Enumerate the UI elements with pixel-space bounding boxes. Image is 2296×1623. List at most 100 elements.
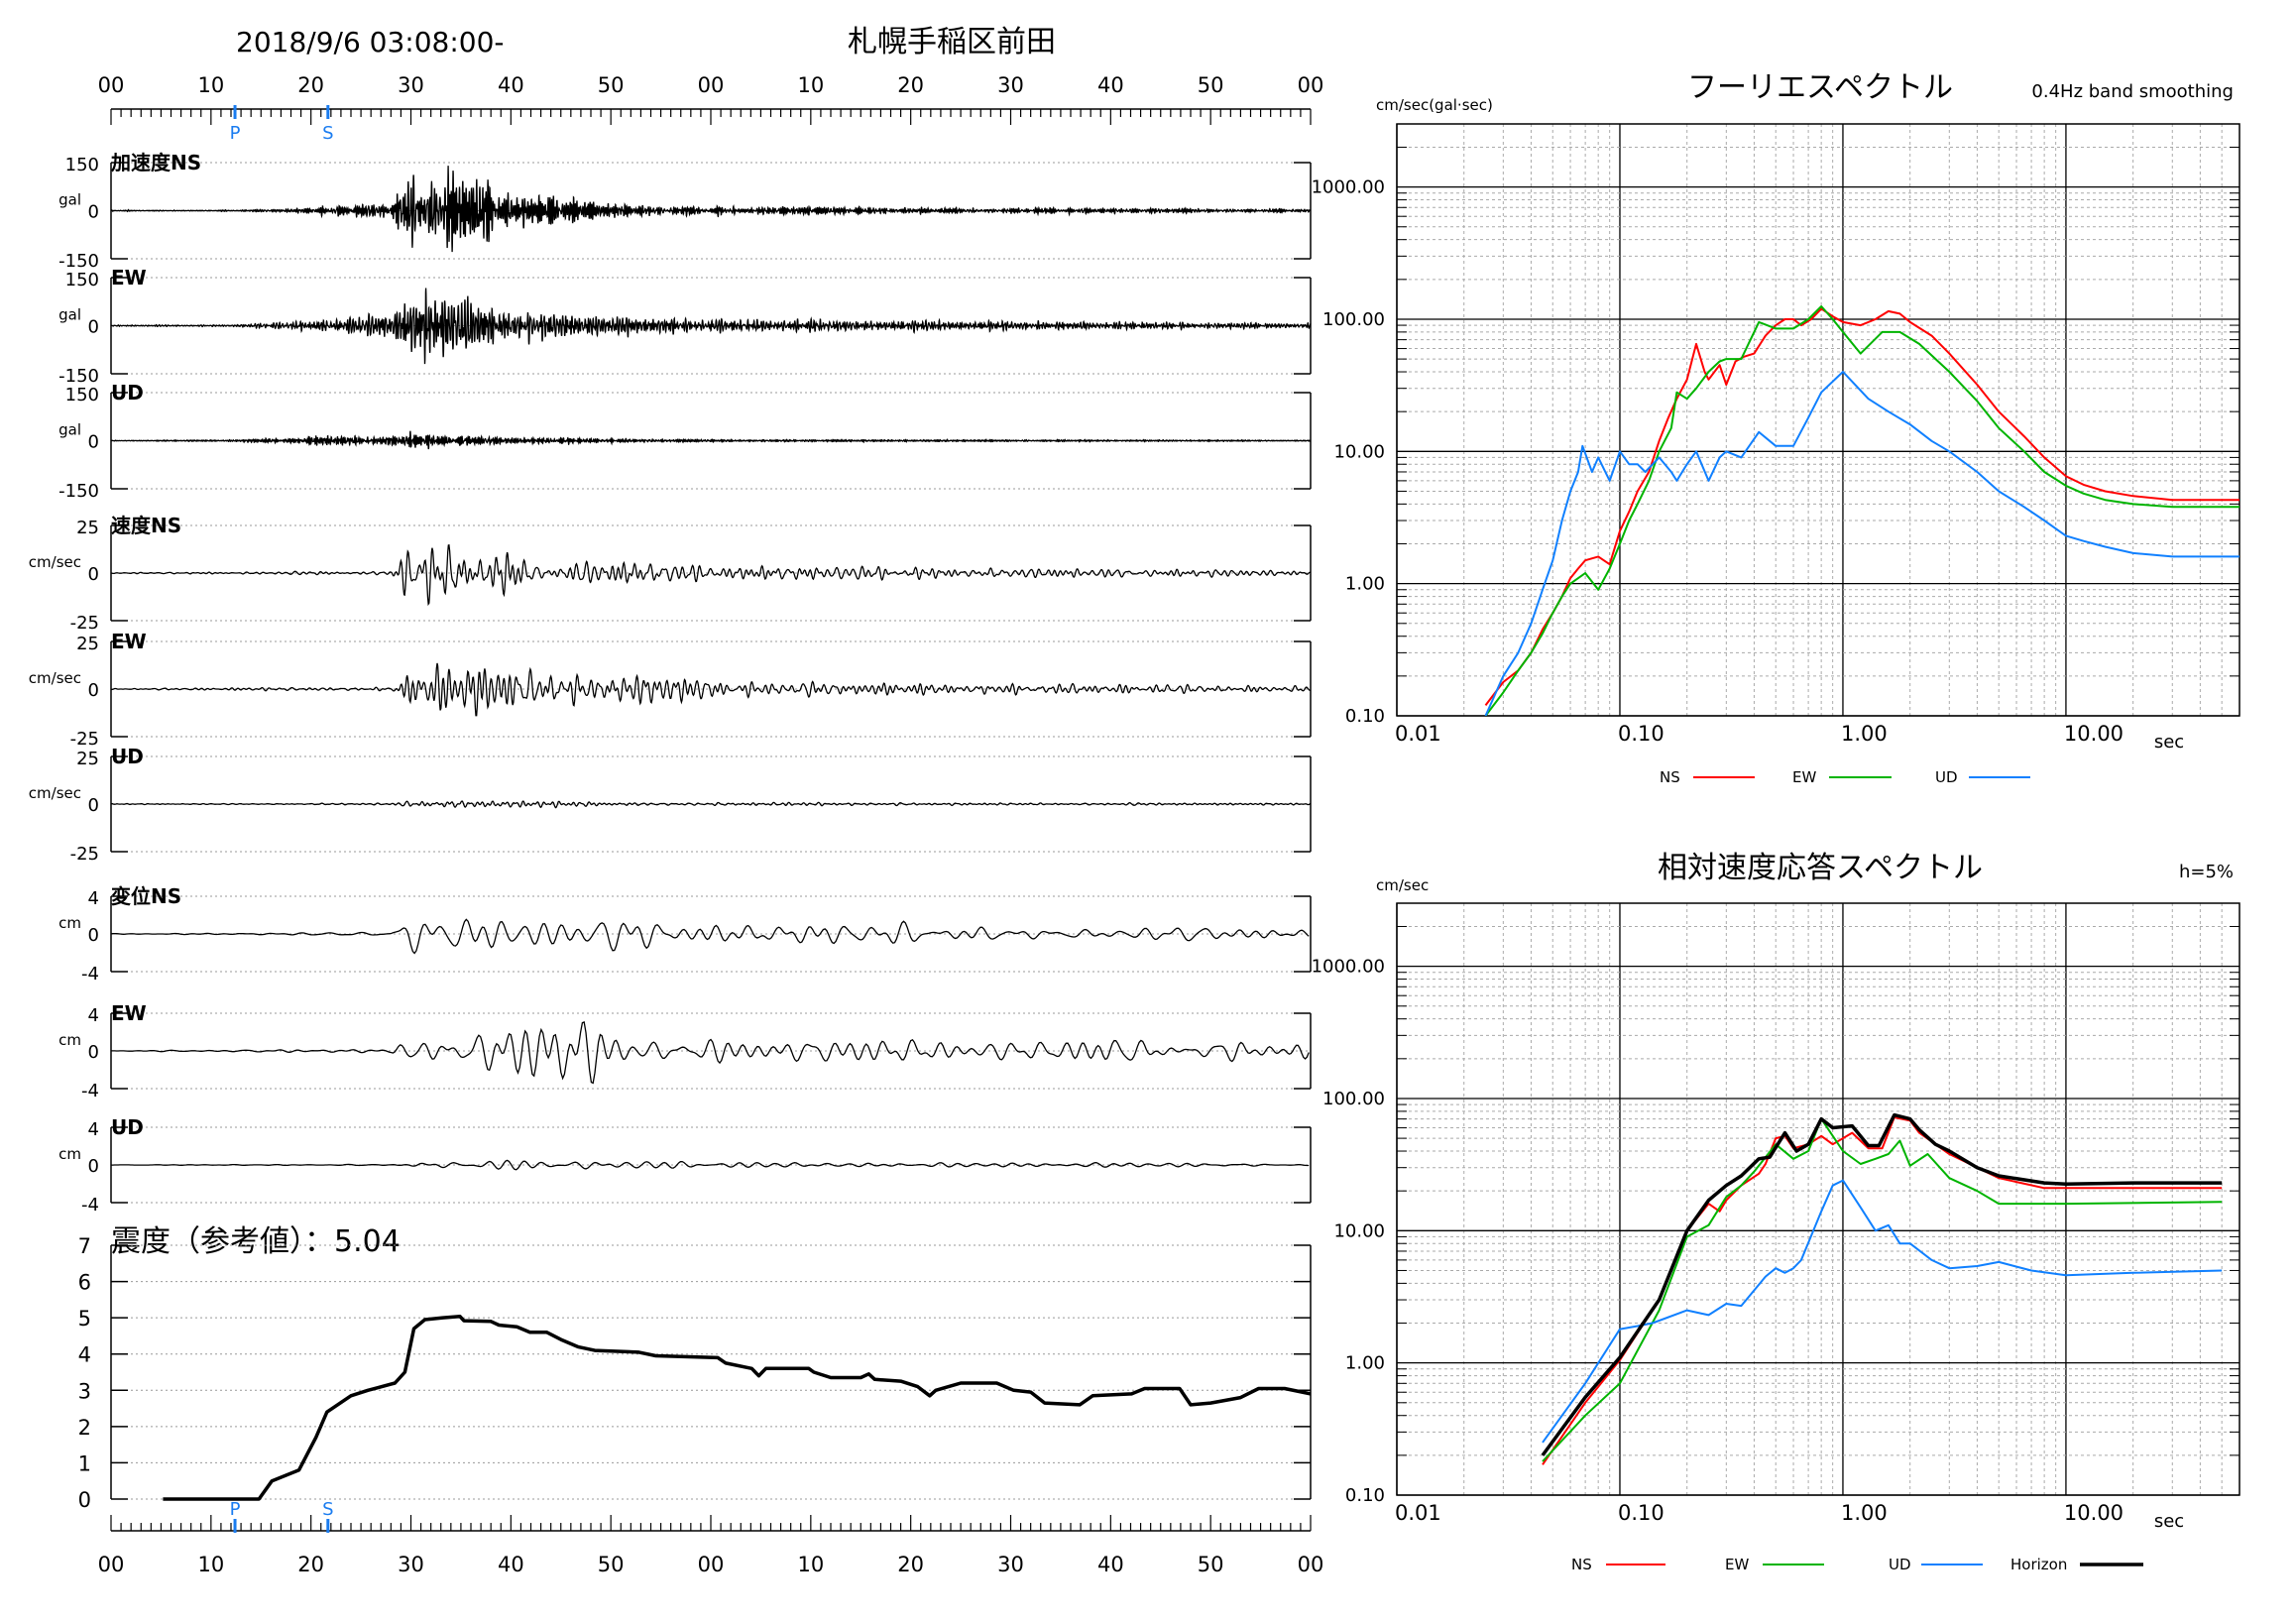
y-max-label: 150 (65, 385, 99, 406)
waveform-panel: UD 25 -25 0 cm/sec (29, 745, 1312, 865)
y-max-label: 150 (65, 270, 99, 290)
event-datetime: 2018/9/6 03:08:00- (236, 26, 505, 58)
waveform-trace (110, 918, 1310, 955)
y-min-label: -4 (81, 964, 99, 985)
s-arrival-label: S (322, 1499, 333, 1520)
y-zero-label: 0 (88, 1042, 99, 1063)
chart-subtitle: 0.4Hz band smoothing (2031, 81, 2234, 102)
y-max-label: 25 (76, 518, 99, 538)
y-tick-label: 0.10 (1345, 706, 1385, 727)
bottom-time-axis: 00 10 20 30 40 50 00 10 20 30 40 50 00 P S (98, 1499, 1324, 1576)
time-tick-label: 10 (797, 1553, 824, 1576)
waveform-trace (111, 1159, 1310, 1171)
legend-label-horizon: Horizon (2010, 1556, 2067, 1573)
time-tick-label: 30 (398, 1553, 424, 1576)
waveform-label: EW (111, 266, 147, 290)
legend-label-ew: EW (1792, 768, 1816, 786)
waveform-panel: 変位NS 4 -4 0 cm (58, 884, 1312, 985)
legend-label-ud: UD (1935, 768, 1958, 786)
time-tick-label: 00 (1298, 73, 1324, 97)
time-tick-label: 00 (98, 1553, 125, 1576)
x-tick-label: 10.00 (2064, 722, 2124, 746)
y-zero-label: 0 (88, 317, 99, 338)
y-max-label: 25 (76, 634, 99, 654)
unit-label: gal (58, 191, 81, 209)
y-tick-label: 1000.00 (1312, 957, 1385, 978)
y-min-label: -25 (70, 729, 99, 750)
waveform-trace (111, 430, 1312, 450)
station-name: 札幌手稲区前田 (848, 25, 1056, 59)
y-axis-unit: cm/sec(gal·sec) (1376, 96, 1493, 114)
waveform-label: UD (111, 381, 144, 405)
waveform-label: 加速度NS (110, 151, 201, 174)
legend-label-ud: UD (1889, 1556, 1911, 1573)
intensity-title-label: 震度（参考値）： (111, 1224, 334, 1259)
velocity-response-spectrum-chart: 相対速度応答スペクトル h=5% cm/sec 0.10 1.00 10.00 100.00… (1312, 851, 2240, 1573)
waveform-label: 速度NS (111, 514, 181, 537)
time-tick-label: 40 (498, 1553, 524, 1576)
waveform-panel: EW 4 -4 0 cm (58, 1001, 1312, 1101)
time-tick-label: 10 (797, 73, 824, 97)
unit-label: cm (58, 914, 81, 932)
s-arrival-label: S (322, 123, 333, 144)
y-tick-label: 10.00 (1333, 441, 1385, 462)
waveform-label: 変位NS (111, 884, 181, 908)
time-tick-label: 30 (997, 1553, 1024, 1576)
x-axis-unit: sec (2154, 732, 2184, 753)
time-tick-label: 30 (398, 73, 424, 97)
time-tick-label: 10 (197, 1553, 224, 1576)
y-min-label: -4 (81, 1195, 99, 1216)
intensity-value: 5.04 (334, 1224, 401, 1259)
unit-label: cm/sec (29, 553, 81, 571)
intensity-panel: 震度（参考値）：5.04 0 1 2 3 4 5 6 7 (78, 1224, 1312, 1512)
unit-label: cm (58, 1145, 81, 1163)
x-tick-label: 1.00 (1841, 722, 1888, 746)
waveform-trace (110, 662, 1312, 717)
waveform-label: EW (111, 1001, 147, 1025)
time-tick-label: 50 (598, 73, 625, 97)
waveform-panel: UD 4 -4 0 cm (58, 1115, 1312, 1216)
intensity-tick-label: 4 (78, 1343, 91, 1367)
time-tick-label: 40 (1097, 1553, 1124, 1576)
time-tick-label: 00 (98, 73, 125, 97)
intensity-tick-label: 1 (78, 1451, 91, 1475)
x-tick-label: 1.00 (1841, 1501, 1888, 1525)
time-tick-label: 00 (698, 73, 725, 97)
time-tick-label: 40 (1097, 73, 1124, 97)
time-tick-label: 20 (897, 1553, 924, 1576)
time-tick-label: 50 (1198, 1553, 1224, 1576)
waveform-label: EW (111, 630, 147, 653)
fourier-spectrum-chart: フーリエスペクトル 0.4Hz band smoothing cm/sec(gal·… (1312, 70, 2240, 786)
x-tick-label: 0.01 (1395, 722, 1441, 746)
y-min-label: -150 (58, 251, 99, 272)
waveform-label: UD (111, 745, 144, 768)
legend-label-ns: NS (1660, 768, 1680, 786)
intensity-tick-label: 5 (78, 1307, 91, 1331)
waveform-panel: 速度NS 25 -25 0 cm/sec (29, 514, 1312, 634)
x-tick-label: 10.00 (2064, 1501, 2124, 1525)
plot-frame (1396, 123, 2240, 717)
waveform-panel: UD 150 -150 0 gal (58, 381, 1312, 502)
intensity-tick-label: 3 (78, 1379, 91, 1403)
y-axis-unit: cm/sec (1376, 876, 1429, 894)
y-zero-label: 0 (88, 680, 99, 701)
series-line-ud (1542, 1179, 2223, 1444)
time-tick-label: 40 (498, 73, 524, 97)
intensity-tick-label: 0 (78, 1488, 91, 1512)
y-min-label: -25 (70, 844, 99, 865)
y-max-label: 4 (88, 888, 99, 909)
series-line-ew (1484, 305, 2239, 716)
waveform-panel: EW 25 -25 0 cm/sec (29, 630, 1312, 750)
waveform-panels: 加速度NS150-1500galEW150-1500galUD150-1500g… (29, 151, 1312, 1216)
y-min-label: -25 (70, 613, 99, 634)
y-zero-label: 0 (88, 432, 99, 453)
y-tick-label: 1.00 (1345, 1353, 1385, 1374)
waveform-trace (110, 543, 1312, 607)
x-tick-label: 0.10 (1618, 722, 1665, 746)
chart-subtitle: h=5% (2179, 862, 2234, 882)
intensity-tick-label: 7 (78, 1234, 91, 1258)
y-max-label: 4 (88, 1005, 99, 1026)
p-arrival-label: P (230, 1499, 241, 1520)
